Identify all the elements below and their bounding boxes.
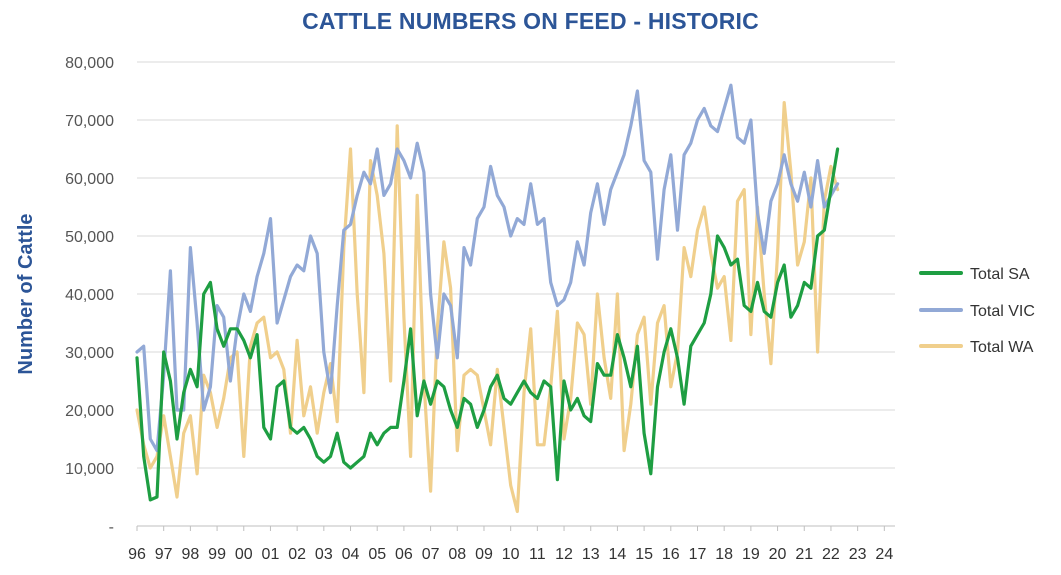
x-tick-label: 00 [235, 546, 253, 563]
x-tick-label: 02 [288, 546, 306, 563]
x-tick-label: 03 [315, 546, 333, 563]
y-tick-label: 40,000 [65, 287, 114, 304]
x-axis-ticks: 96 97 98 99 00 01 02 03 04 05 06 07 08 09 10 11 12 13 14 15… [128, 526, 893, 563]
legend-label: Total WA [970, 339, 1034, 356]
gridlines [137, 61, 895, 469]
x-tick-label: 99 [208, 546, 226, 563]
y-tick-label: 80,000 [65, 55, 114, 72]
legend-label: Total VIC [970, 303, 1035, 320]
y-axis-ticks: - 10,000 20,000 30,000 40,000 50,000 60,000 70,… [65, 55, 114, 536]
y-tick-label: 60,000 [65, 171, 114, 188]
x-tick-label: 07 [422, 546, 440, 563]
x-tick-label: 98 [181, 546, 199, 563]
x-tick-label: 22 [822, 546, 840, 563]
x-tick-label: 12 [555, 546, 573, 563]
x-tick-label: 24 [875, 546, 893, 563]
x-tick-label: 15 [635, 546, 653, 563]
x-tick-label: 09 [475, 546, 493, 563]
chart-title: CATTLE NUMBERS ON FEED - HISTORIC [302, 8, 759, 34]
x-tick-label: 04 [342, 546, 360, 563]
x-tick-label: 20 [769, 546, 787, 563]
legend-label: Total SA [970, 266, 1030, 283]
y-tick-label: 10,000 [65, 461, 114, 478]
x-tick-label: 21 [795, 546, 813, 563]
x-tick-label: 08 [448, 546, 466, 563]
x-tick-label: 11 [529, 546, 546, 563]
x-tick-label: 13 [582, 546, 600, 563]
x-tick-label: 19 [742, 546, 760, 563]
x-tick-label: 96 [128, 546, 146, 563]
x-tick-label: 97 [155, 546, 173, 563]
x-tick-label: 17 [689, 546, 707, 563]
x-tick-label: 23 [849, 546, 867, 563]
x-tick-label: 16 [662, 546, 680, 563]
y-tick-label: 30,000 [65, 345, 114, 362]
x-tick-label: 06 [395, 546, 413, 563]
x-tick-label: 10 [502, 546, 520, 563]
y-tick-label: 50,000 [65, 229, 114, 246]
x-tick-label: 01 [262, 546, 280, 563]
y-axis-label: Number of Cattle [15, 213, 37, 374]
series-line-total-vic [135, 83, 840, 453]
series-line-total-wa [135, 100, 840, 514]
y-tick-label: - [109, 519, 114, 536]
series-lines [135, 83, 840, 514]
y-tick-label: 20,000 [65, 403, 114, 420]
x-tick-label: 05 [368, 546, 386, 563]
legend: Total SA Total VIC Total WA [919, 266, 1035, 356]
series-line-total-sa [135, 147, 840, 502]
x-tick-label: 14 [609, 546, 627, 563]
x-tick-label: 18 [715, 546, 733, 563]
y-tick-label: 70,000 [65, 113, 114, 130]
